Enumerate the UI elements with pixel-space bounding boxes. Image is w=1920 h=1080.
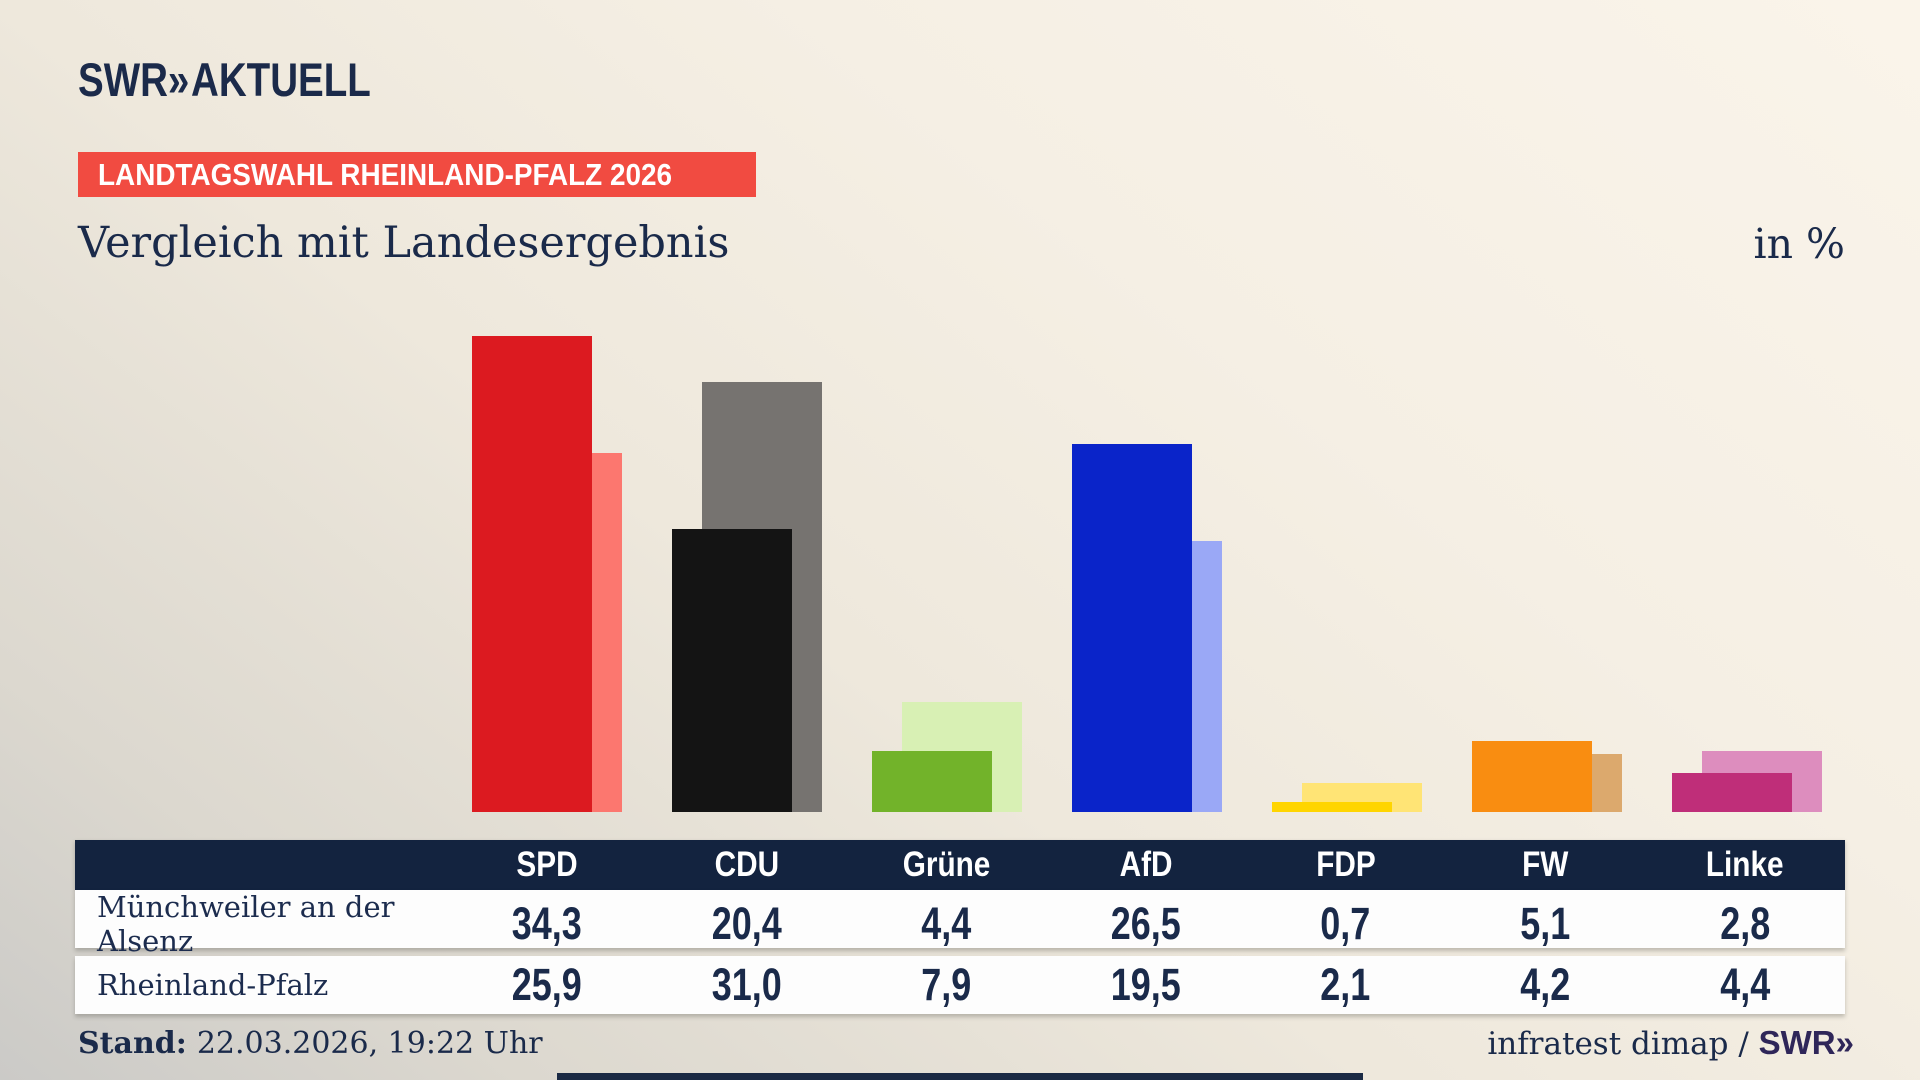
results-table: SPD CDU Grüne AfD FDP FW Linke Münchweiler an … [75,840,1845,1014]
value-afd: 19,5 [1110,959,1182,1010]
value-spd: 25,9 [511,959,582,1010]
footer-logo-chevrons-icon: » [1835,1024,1855,1061]
value-spd: 34,3 [511,898,582,949]
party-header-afd: AfD [1119,845,1173,884]
timestamp: Stand: 22.03.2026, 19:22 Uhr [78,1026,543,1061]
bar-municipality-cdu [672,528,792,812]
party-header-linke: Linke [1706,845,1784,884]
party-header-grüne: Grüne [902,845,991,884]
bar-municipality-afd [1072,444,1192,812]
progress-bar [557,1073,1363,1080]
bar-municipality-spd [472,335,592,812]
timestamp-label: Stand: [78,1026,187,1061]
table-header-row: SPD CDU Grüne AfD FDP FW Linke [75,840,1845,890]
logo-chevrons-icon: » [167,53,190,106]
bar-municipality-grüne [872,750,992,812]
value-grüne: 7,9 [921,959,972,1010]
source-text: infratest dimap / [1487,1026,1759,1062]
swr-footer-logo: SWR» [1758,1024,1855,1061]
badge-label: LANDTAGSWAHL RHEINLAND-PFALZ 2026 [98,157,673,192]
party-header-spd: SPD [516,845,578,884]
value-linke: 2,8 [1720,898,1771,949]
unit-label: in % [1753,220,1845,268]
value-cdu: 20,4 [711,898,782,949]
row-label: Münchweiler an der Alsenz [97,890,395,958]
value-fw: 4,2 [1520,959,1571,1010]
bar-municipality-fdp [1272,802,1392,812]
bar-municipality-fw [1472,741,1592,812]
chart-title: Vergleich mit Landesergebnis [78,218,730,268]
table-row-state: Rheinland-Pfalz 25,9 31,0 7,9 19,5 2,1 4,2 4,4 [75,956,1845,1014]
value-linke: 4,4 [1720,959,1771,1010]
timestamp-value: 22.03.2026, 19:22 Uhr [196,1026,543,1061]
logo-swr-text: SWR [78,53,168,106]
value-afd: 26,5 [1110,898,1182,949]
source-credit: infratest dimap / SWR» [1487,1024,1855,1062]
swr-aktuell-logo: SWR» AKTUELL [78,52,435,107]
party-header-fdp: FDP [1315,845,1376,884]
party-header-cdu: CDU [714,845,779,884]
logo-aktuell-text: AKTUELL [190,53,371,106]
value-fdp: 0,7 [1320,898,1371,949]
row-label: Rheinland-Pfalz [97,968,329,1002]
party-header-fw: FW [1522,845,1569,884]
value-fw: 5,1 [1520,898,1571,949]
table-row-municipality: Münchweiler an der Alsenz 34,3 20,4 4,4 26,5… [75,890,1845,958]
value-fdp: 2,1 [1320,959,1371,1010]
election-badge: LANDTAGSWAHL RHEINLAND-PFALZ 2026 [78,152,756,197]
value-cdu: 31,0 [711,959,782,1010]
bar-municipality-linke [1672,773,1792,812]
value-grüne: 4,4 [921,898,972,949]
